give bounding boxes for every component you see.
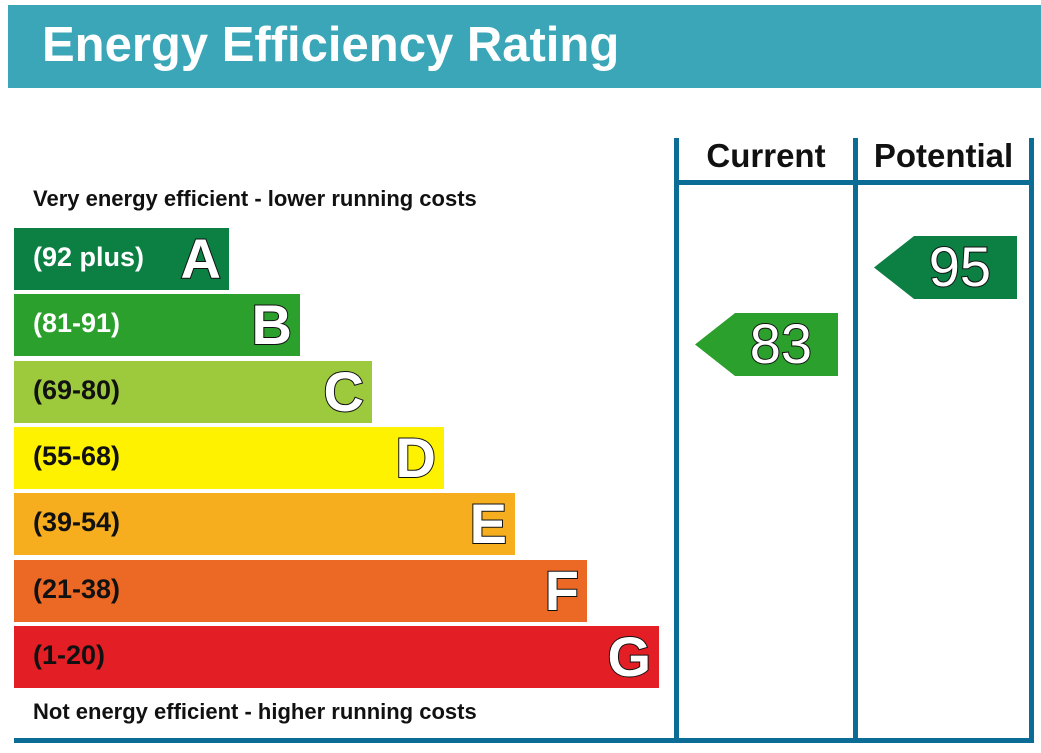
chart-title: Energy Efficiency Rating [42, 18, 620, 72]
band-range: (21-38) [33, 574, 121, 604]
bottom-border [14, 738, 1034, 743]
band-bar-f: (21-38) F [14, 558, 587, 623]
column-divider-right [1029, 138, 1034, 742]
band-letter: G [606, 624, 652, 689]
current-rating-arrow: 83 [695, 313, 838, 376]
band-range: (81-91) [33, 308, 121, 338]
header-divider [674, 180, 1034, 185]
band-range: (55-68) [33, 441, 121, 471]
band-range: (69-80) [33, 375, 121, 405]
potential-rating-value: 95 [928, 235, 992, 299]
band-range: (39-54) [33, 507, 121, 537]
bottom-note: Not energy efficient - higher running co… [33, 699, 477, 724]
column-divider-left [674, 138, 679, 742]
band-bar-c: (69-80) C [14, 359, 372, 424]
band-letter: F [544, 558, 580, 623]
header-bar: Energy Efficiency Rating [8, 5, 1041, 88]
band-letter: D [395, 425, 437, 490]
band-letter: B [251, 292, 293, 357]
potential-rating-arrow: 95 [874, 236, 1017, 299]
band-range: (1-20) [33, 640, 106, 670]
band-letter: C [323, 359, 365, 424]
band-bar-e: (39-54) E [14, 491, 515, 556]
band-bar-a: (92 plus) A [14, 226, 229, 291]
band-bar-g: (1-20) G [14, 624, 659, 689]
column-divider-middle [853, 138, 858, 742]
column-header-potential: Potential [873, 137, 1014, 174]
band-bar-d: (55-68) D [14, 425, 444, 490]
column-header-current: Current [706, 137, 826, 174]
band-bar-b: (81-91) B [14, 292, 300, 357]
top-note: Very energy efficient - lower running co… [33, 186, 477, 211]
current-rating-value: 83 [749, 312, 813, 376]
band-letter: E [469, 491, 508, 556]
band-letter: A [180, 226, 222, 291]
band-range: (92 plus) [33, 242, 145, 272]
